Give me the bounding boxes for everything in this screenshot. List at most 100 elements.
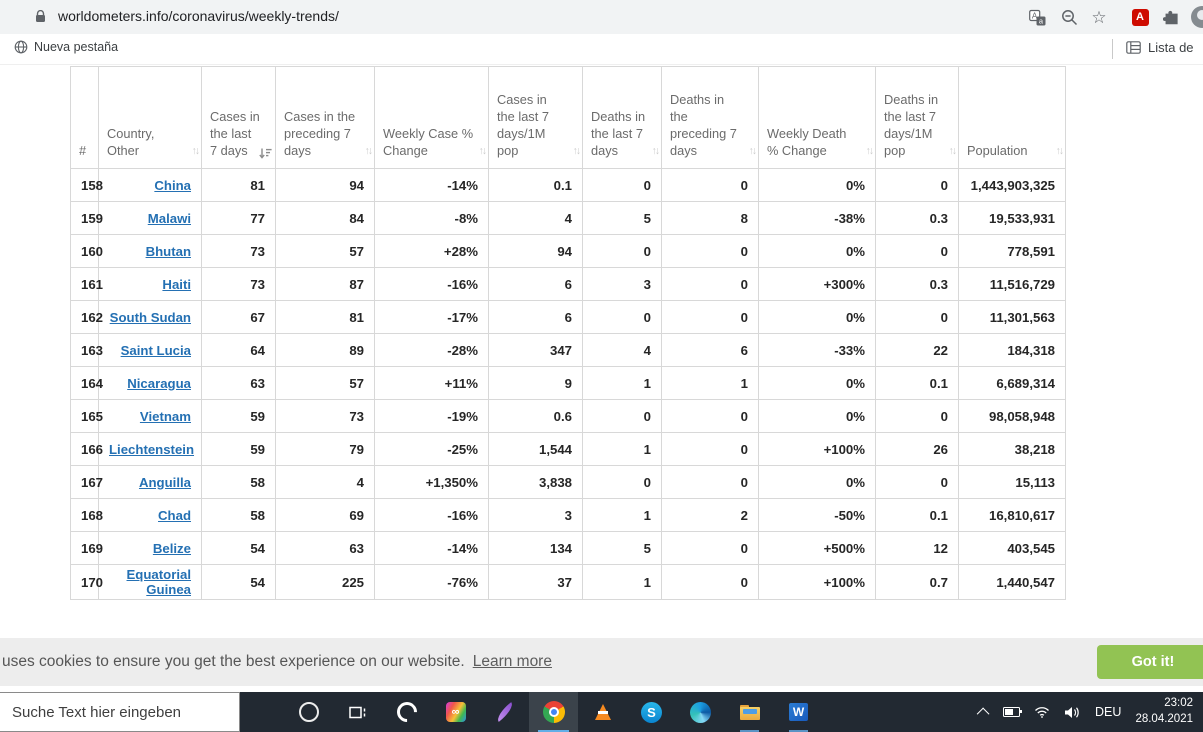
country-link[interactable]: Malawi (147, 210, 191, 226)
column-header[interactable]: Weekly Death % Change ↑↓ (758, 66, 876, 169)
reading-list-button[interactable]: Lista de (1126, 40, 1194, 55)
country-cell: Anguilla (98, 465, 202, 499)
country-link[interactable]: Belize (152, 540, 191, 556)
column-header[interactable]: Deaths in the last 7 days/1M pop ↑↓ (875, 66, 959, 169)
skype-button[interactable]: S (627, 692, 676, 732)
taskbar-time: 23:02 (1164, 697, 1193, 710)
column-header[interactable]: Country, Other ↑↓ (98, 66, 202, 169)
table-row: 167 Anguilla 58 4 +1,350% 3,838 0 0 0% 0… (70, 465, 1066, 499)
column-header[interactable]: Deaths in the preceding 7 days ↑↓ (661, 66, 759, 169)
sort-desc-icon (259, 148, 272, 159)
bookmark-label: Nueva pestaña (34, 40, 119, 54)
cases-per-1m-cell: 4 (488, 201, 583, 235)
cookie-message: uses cookies to ensure you get the best … (2, 653, 465, 670)
edge-button[interactable] (676, 692, 725, 732)
country-link[interactable]: Saint Lucia (120, 342, 191, 358)
country-cell: Vietnam (98, 399, 202, 433)
country-link[interactable]: China (154, 177, 191, 193)
weekly-case-change-cell: -17% (374, 300, 489, 334)
adobe-creative-cloud-button[interactable]: ∞ (431, 692, 480, 732)
word-button[interactable]: W (774, 692, 823, 732)
chrome-icon (542, 701, 565, 723)
cortana-button[interactable] (284, 692, 333, 732)
column-header-label: Country, Other (107, 126, 155, 159)
country-link[interactable]: Nicaragua (127, 375, 191, 391)
column-header[interactable]: Cases in the last 7 days (201, 66, 276, 169)
country-link[interactable]: Bhutan (145, 243, 191, 259)
dial-app-button[interactable] (382, 692, 431, 732)
keyboard-layout[interactable]: DEU (1095, 705, 1122, 719)
svg-text:a: a (1038, 16, 1043, 25)
population-cell: 98,058,948 (958, 399, 1066, 433)
profile-avatar[interactable] (1191, 6, 1203, 28)
tray-expand-button[interactable] (973, 692, 996, 732)
cases-last-7-days-cell: 73 (201, 267, 276, 301)
table-row: 162 South Sudan 67 81 -17% 6 0 0 0% 0 11… (70, 300, 1066, 334)
deaths-preceding-7-days-cell: 2 (661, 498, 759, 532)
population-cell: 1,443,903,325 (958, 168, 1066, 202)
column-header-label: Deaths in the last 7 days/1M pop (884, 92, 939, 159)
wifi-icon (1035, 707, 1050, 718)
column-header[interactable]: # (70, 66, 99, 169)
population-cell: 184,318 (958, 333, 1066, 367)
table-row: 168 Chad 58 69 -16% 3 1 2 -50% 0.1 16,81… (70, 498, 1066, 532)
column-header[interactable]: Deaths in the last 7 days ↑↓ (582, 66, 662, 169)
got-it-button[interactable]: Got it! (1097, 645, 1203, 679)
table-row: 163 Saint Lucia 64 89 -28% 347 4 6 -33% … (70, 333, 1066, 367)
deaths-last-7-days-cell: 5 (582, 531, 662, 565)
task-view-button[interactable] (333, 692, 382, 732)
bookmarks-bar: Nueva pestaña Lista de (0, 34, 1203, 65)
cases-per-1m-cell: 347 (488, 333, 583, 367)
deaths-per-1m-cell: 0.3 (875, 201, 959, 235)
wifi-status[interactable] (1027, 692, 1057, 732)
volume-status[interactable] (1057, 692, 1087, 732)
sort-both-icon: ↑↓ (364, 145, 373, 158)
table-row: 164 Nicaragua 63 57 +11% 9 1 1 0% 0.1 6,… (70, 366, 1066, 400)
battery-status[interactable] (996, 692, 1027, 732)
deaths-per-1m-cell: 0 (875, 300, 959, 334)
weekly-death-change-cell: +500% (758, 531, 876, 565)
file-explorer-button[interactable] (725, 692, 774, 732)
country-cell: Haiti (98, 267, 202, 301)
learn-more-link[interactable]: Learn more (472, 653, 552, 670)
translate-icon[interactable]: A a (1028, 8, 1046, 26)
rank-cell: 170 (70, 564, 103, 600)
cases-preceding-7-days-cell: 89 (275, 333, 375, 367)
deaths-preceding-7-days-cell: 0 (661, 300, 759, 334)
country-link[interactable]: South Sudan (109, 309, 191, 325)
bookmark-new-tab[interactable]: Nueva pestaña (14, 40, 118, 54)
bookmark-star-icon[interactable]: ☆ (1091, 7, 1107, 27)
country-link[interactable]: Equatorial Guinea (126, 567, 191, 597)
lock-icon[interactable] (35, 9, 46, 28)
url-text[interactable]: worldometers.info/coronavirus/weekly-tre… (58, 8, 339, 24)
rank-cell: 158 (70, 168, 103, 202)
column-header[interactable]: Population ↑↓ (958, 66, 1066, 169)
speaker-icon (1065, 706, 1079, 718)
sort-both-icon: ↑↓ (572, 145, 581, 158)
column-header[interactable]: Cases in the preceding 7 days ↑↓ (275, 66, 375, 169)
chrome-button[interactable] (529, 692, 578, 732)
column-header[interactable]: Cases in the last 7 days/1M pop ↑↓ (488, 66, 583, 169)
cases-last-7-days-cell: 59 (201, 399, 276, 433)
zoom-out-icon[interactable] (1060, 8, 1078, 26)
column-header-label: Weekly Case % Change (383, 126, 474, 159)
column-header[interactable]: Weekly Case % Change ↑↓ (374, 66, 489, 169)
taskbar-clock[interactable]: 23:02 28.04.2021 (1129, 692, 1203, 732)
feather-app-button[interactable] (480, 692, 529, 732)
country-link[interactable]: Chad (158, 507, 191, 523)
country-link[interactable]: Vietnam (139, 408, 191, 424)
country-link[interactable]: Anguilla (138, 474, 191, 490)
population-cell: 6,689,314 (958, 366, 1066, 400)
country-cell: South Sudan (98, 300, 202, 334)
taskbar-search-input[interactable]: Suche Text hier eingeben (0, 692, 240, 732)
cases-per-1m-cell: 0.1 (488, 168, 583, 202)
weekly-death-change-cell: 0% (758, 399, 876, 433)
acrobat-extension-icon[interactable]: A (1131, 8, 1149, 26)
extensions-puzzle-icon[interactable] (1162, 8, 1180, 26)
cases-preceding-7-days-cell: 94 (275, 168, 375, 202)
country-link[interactable]: Haiti (162, 276, 191, 292)
country-link[interactable]: Liechtenstein (109, 441, 195, 457)
vlc-button[interactable] (578, 692, 627, 732)
cases-preceding-7-days-cell: 87 (275, 267, 375, 301)
cases-per-1m-cell: 3,838 (488, 465, 583, 499)
